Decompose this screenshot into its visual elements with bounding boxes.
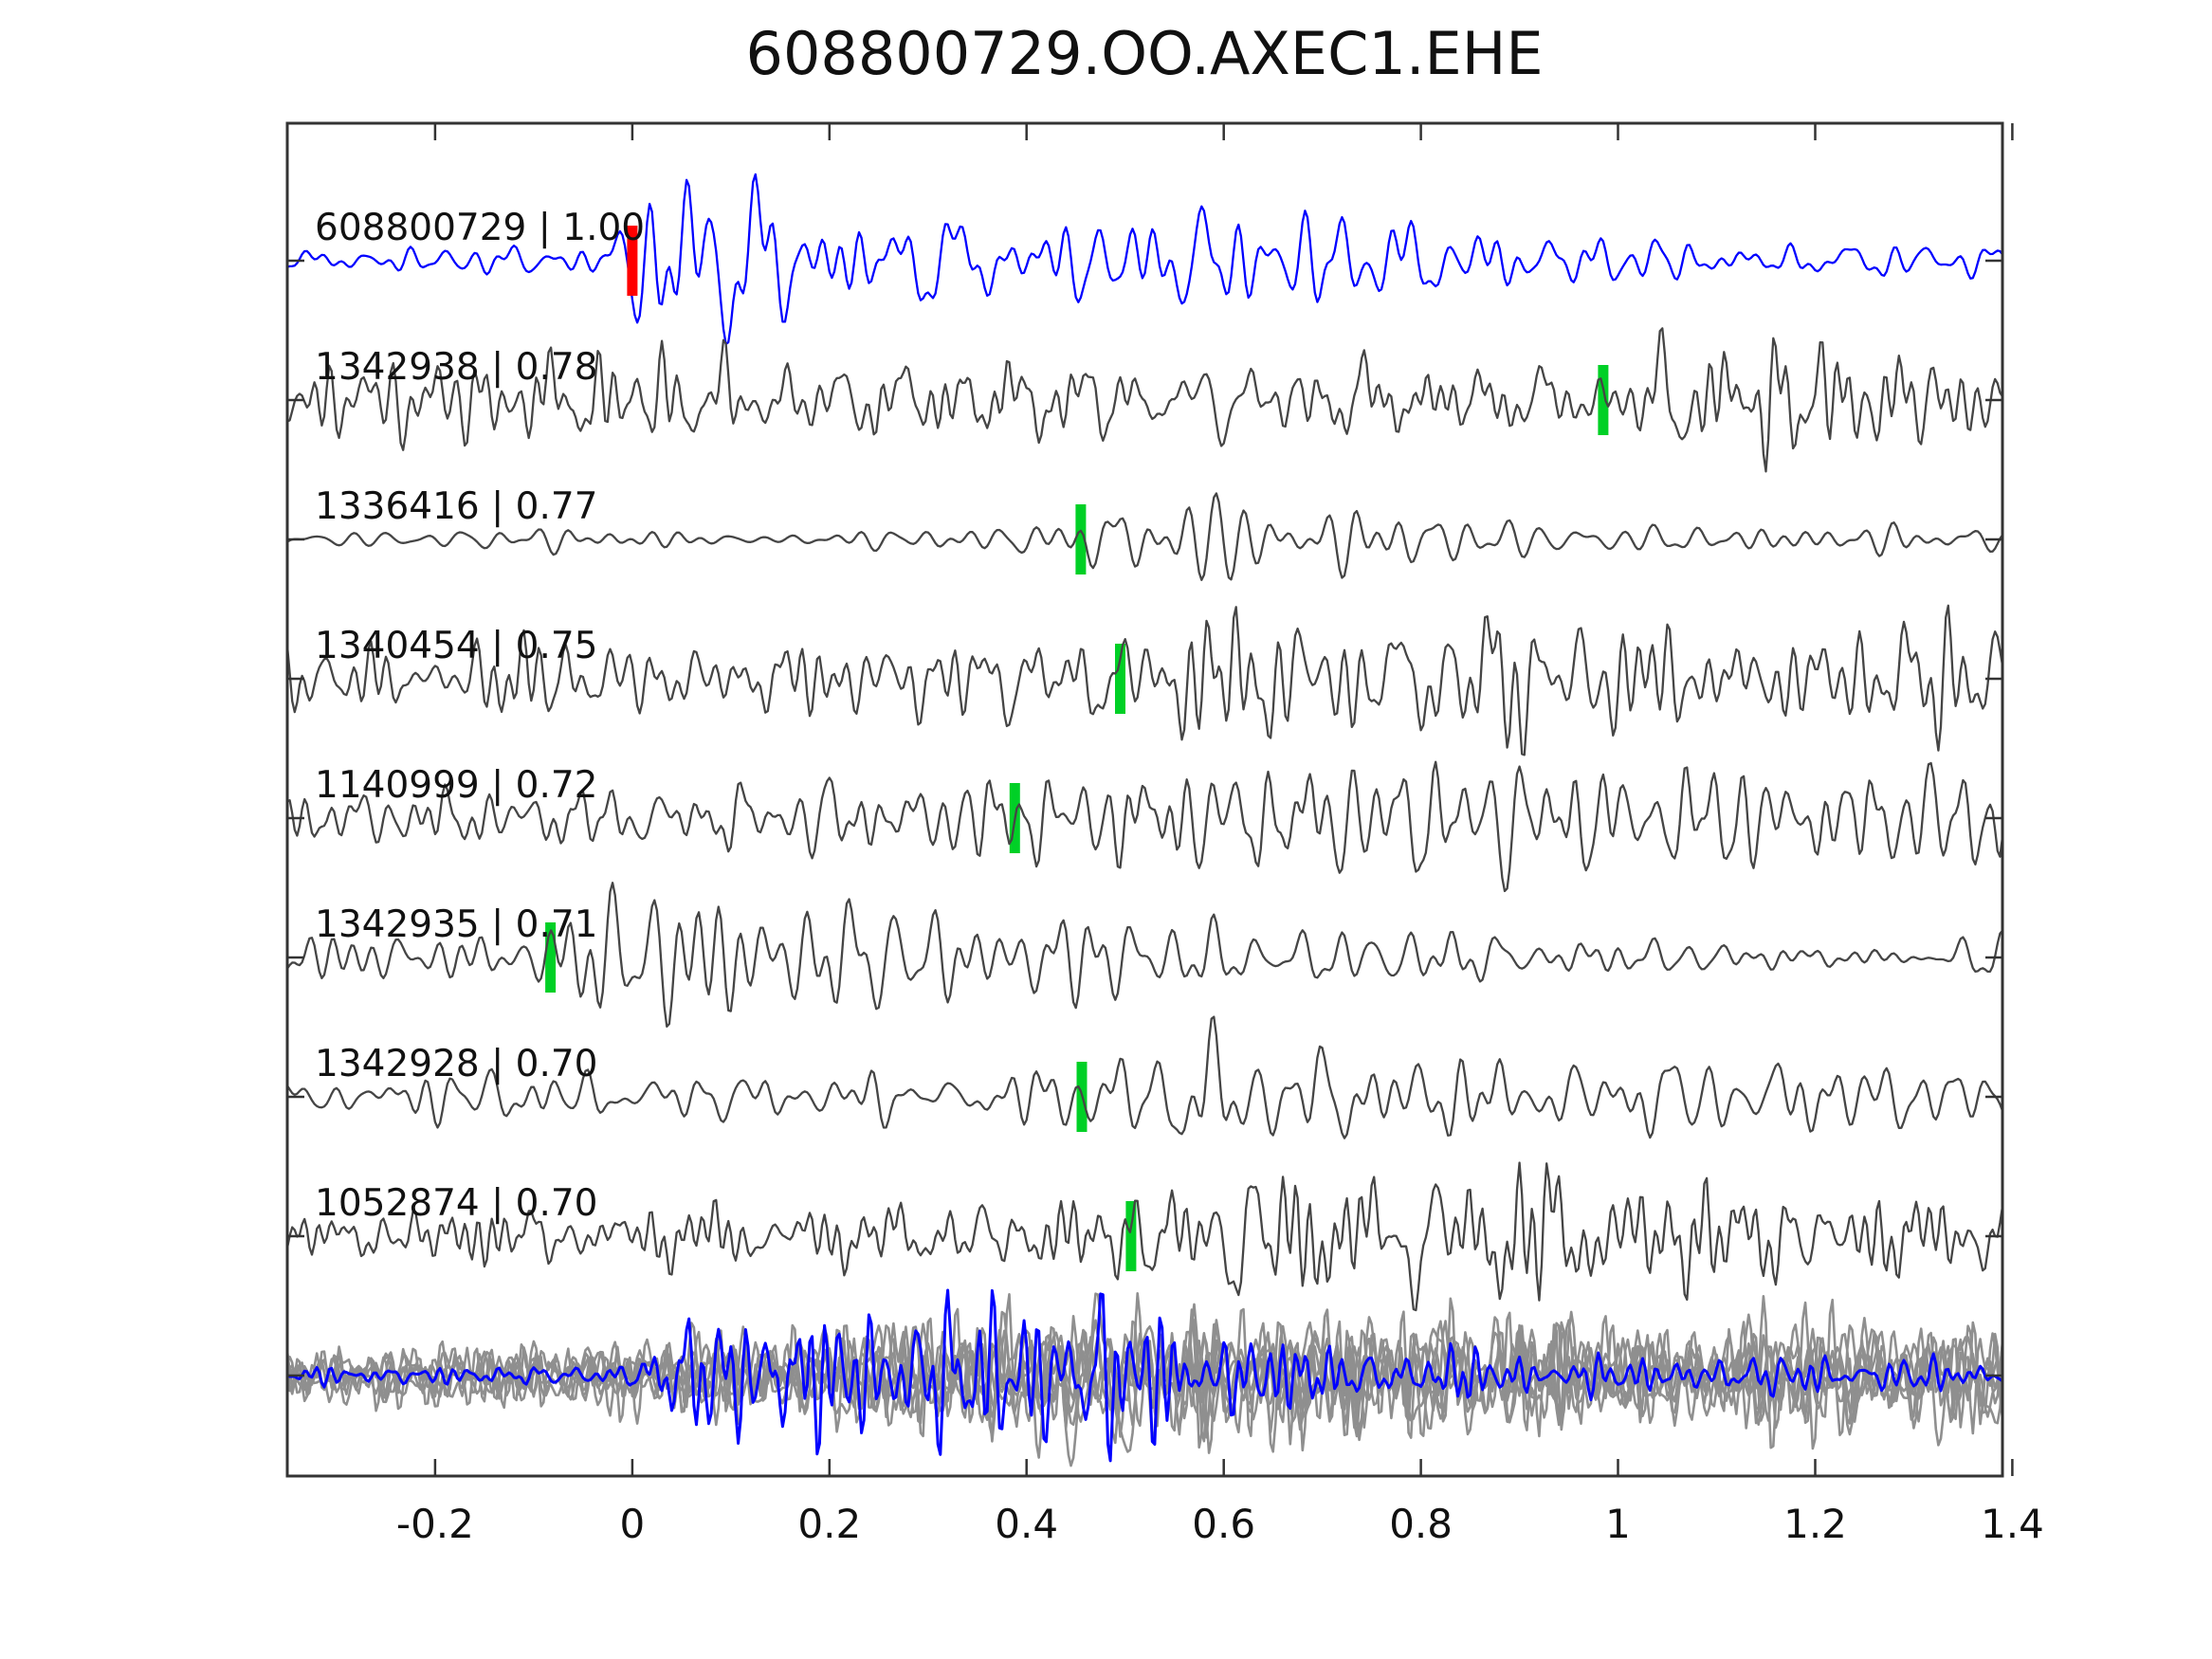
waveform-traces: [287, 173, 2002, 1468]
detection-pick-marker-1336416: [1075, 504, 1087, 574]
detection-pick-marker-1340454: [1115, 644, 1125, 714]
x-tick-label: 0.6: [1192, 1501, 1255, 1547]
stack-template-trace: [287, 1288, 2002, 1463]
x-tick-label: 0.4: [995, 1501, 1058, 1547]
waveform-trace-1052874: [287, 1161, 2002, 1312]
trace-label-1140999: 1140999 | 0.72: [315, 764, 597, 807]
chart-title: 608800729.OO.AXEC1.EHE: [746, 19, 1544, 88]
trace-label-1336416: 1336416 | 0.77: [315, 485, 597, 528]
detection-pick-marker-1342935: [545, 922, 557, 993]
trace-label-1340454: 1340454 | 0.75: [315, 625, 597, 667]
x-tick-label: -0.2: [396, 1501, 474, 1547]
waveform-trace-608800729: [287, 173, 2002, 346]
waveform-trace-1342928: [287, 1015, 2002, 1139]
detection-pick-marker-1052874: [1125, 1201, 1137, 1271]
waveform-trace-1342938: [287, 327, 2002, 473]
axes: -0.2 0 0.2 0.4 0.6 0.8 1 1.2 1.4: [285, 121, 2044, 1547]
trace-label-1342938: 1342938 | 0.78: [315, 346, 597, 389]
waveform-trace-1342935: [287, 882, 2002, 1029]
x-tick-label: 1.4: [1981, 1501, 2044, 1547]
trace-label-1342935: 1342935 | 0.71: [315, 903, 597, 946]
trace-label-1052874: 1052874 | 0.70: [315, 1182, 597, 1225]
template-pick-marker: [627, 226, 638, 296]
x-tick-label: 1: [1605, 1501, 1631, 1547]
trace-label-608800729: 608800729 | 1.00: [315, 207, 645, 249]
waveform-trace-1340454: [287, 604, 2002, 757]
trace-labels: 608800729 | 1.00 1342938 | 0.78 1336416 | …: [315, 207, 645, 1225]
x-tick-label: 0: [620, 1501, 646, 1547]
plot-border: [285, 121, 2004, 1478]
waveform-trace-1140999: [287, 760, 2002, 893]
x-tick-label: 1.2: [1783, 1501, 1847, 1547]
x-tick-label: 0.2: [797, 1501, 861, 1547]
template-pick-marker-608800729: [627, 226, 638, 296]
waveform-trace-1336416: [287, 492, 2002, 581]
trace-label-1342928: 1342928 | 0.70: [315, 1043, 597, 1085]
detection-pick-marker-1342938: [1598, 365, 1609, 435]
stack-member-trace-3: [287, 1310, 2002, 1454]
x-tick-label: 0.8: [1389, 1501, 1453, 1547]
stack-member-trace-6: [287, 1292, 2002, 1452]
